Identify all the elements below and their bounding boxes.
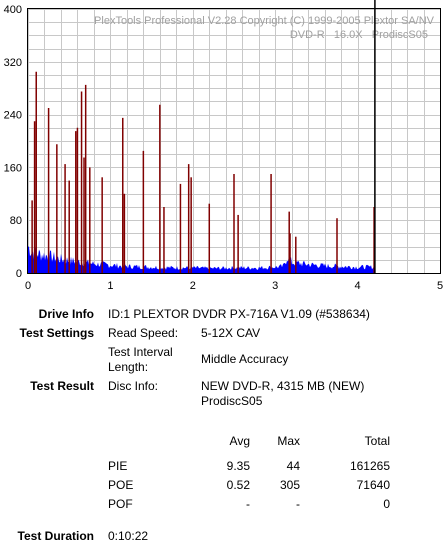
stats-header-row: Avg Max Total	[108, 431, 390, 450]
drive-info-label: Drive Info	[38, 307, 94, 321]
y-tick-label: 0	[16, 268, 22, 280]
x-tick-label: 0	[25, 280, 31, 292]
y-tick-label: 240	[4, 110, 22, 122]
test-duration-label: Test Duration	[17, 529, 94, 543]
watermark-line2: DVD-R 16.0X ProdiscS05	[290, 29, 428, 41]
stats-avg: 9.35	[226, 458, 250, 473]
x-axis-tick-labels: 0 1 2 3 4 5	[25, 280, 443, 292]
stats-avg: 0.52	[226, 477, 250, 492]
y-tick-label: 80	[10, 215, 22, 227]
read-speed-label: Read Speed:	[108, 326, 179, 340]
stats-row-pie: PIE 9.35 44 161265	[108, 456, 390, 475]
stats-header-name	[108, 431, 188, 450]
y-tick-label: 400	[4, 4, 22, 16]
poe-series	[31, 71, 375, 273]
stats-row-pof: POF - - 0	[108, 494, 390, 513]
pie-series	[28, 246, 375, 273]
disc-info-line1: NEW DVD-R, 4315 MB (NEW)	[201, 379, 365, 393]
stats-row-poe: POE 0.52 305 71640	[108, 475, 390, 494]
test-interval-label-line1: Test Interval	[108, 345, 173, 359]
disc-info-line2: ProdiscS05	[201, 394, 263, 408]
test-settings-label: Test Settings	[19, 326, 94, 340]
chart-grid	[28, 9, 441, 274]
stats-name: POE	[108, 477, 134, 492]
stats-max: 305	[279, 477, 300, 492]
plot-frame	[27, 8, 441, 274]
pie-poe-chart: PlexTools Professional V2.28 Copyright (…	[4, 0, 443, 292]
x-tick-label: 4	[355, 280, 361, 292]
y-tick-label: 320	[4, 57, 22, 69]
stats-avg: -	[246, 496, 250, 511]
stats-header-max: Max	[277, 433, 300, 448]
stats-name: PIE	[108, 458, 128, 473]
y-axis-tick-labels: 0 80 160 240 320 400	[4, 4, 22, 280]
stats-header-total: Total	[364, 433, 390, 448]
test-result-label: Test Result	[30, 379, 94, 393]
test-duration-value: 0:10:22	[108, 529, 149, 543]
x-tick-label: 2	[190, 280, 196, 292]
stats-total: 71640	[356, 477, 390, 492]
drive-info-value: ID:1 PLEXTOR DVDR PX-716A V1.09 (#538634…	[108, 307, 370, 321]
stats-name: POF	[108, 496, 133, 511]
x-tick-label: 1	[107, 280, 113, 292]
test-interval-value: Middle Accuracy	[201, 352, 289, 366]
pie-area	[28, 246, 375, 273]
stats-table: Avg Max Total PIE 9.35 44 161265 POE 0.5…	[108, 431, 390, 513]
disc-info-label: Disc Info:	[108, 379, 159, 393]
stats-max: 44	[286, 458, 300, 473]
read-speed-value: 5-12X CAV	[201, 326, 261, 340]
stats-total: 0	[383, 496, 390, 511]
x-tick-label: 3	[272, 280, 278, 292]
watermark-line1: PlexTools Professional V2.28 Copyright (…	[94, 15, 435, 27]
test-interval-label-line2: Length:	[108, 360, 149, 374]
stats-header-avg: Avg	[229, 433, 250, 448]
x-tick-label: 5	[437, 280, 443, 292]
y-tick-label: 160	[4, 162, 22, 174]
stats-total: 161265	[349, 458, 390, 473]
stats-max: -	[296, 496, 300, 511]
